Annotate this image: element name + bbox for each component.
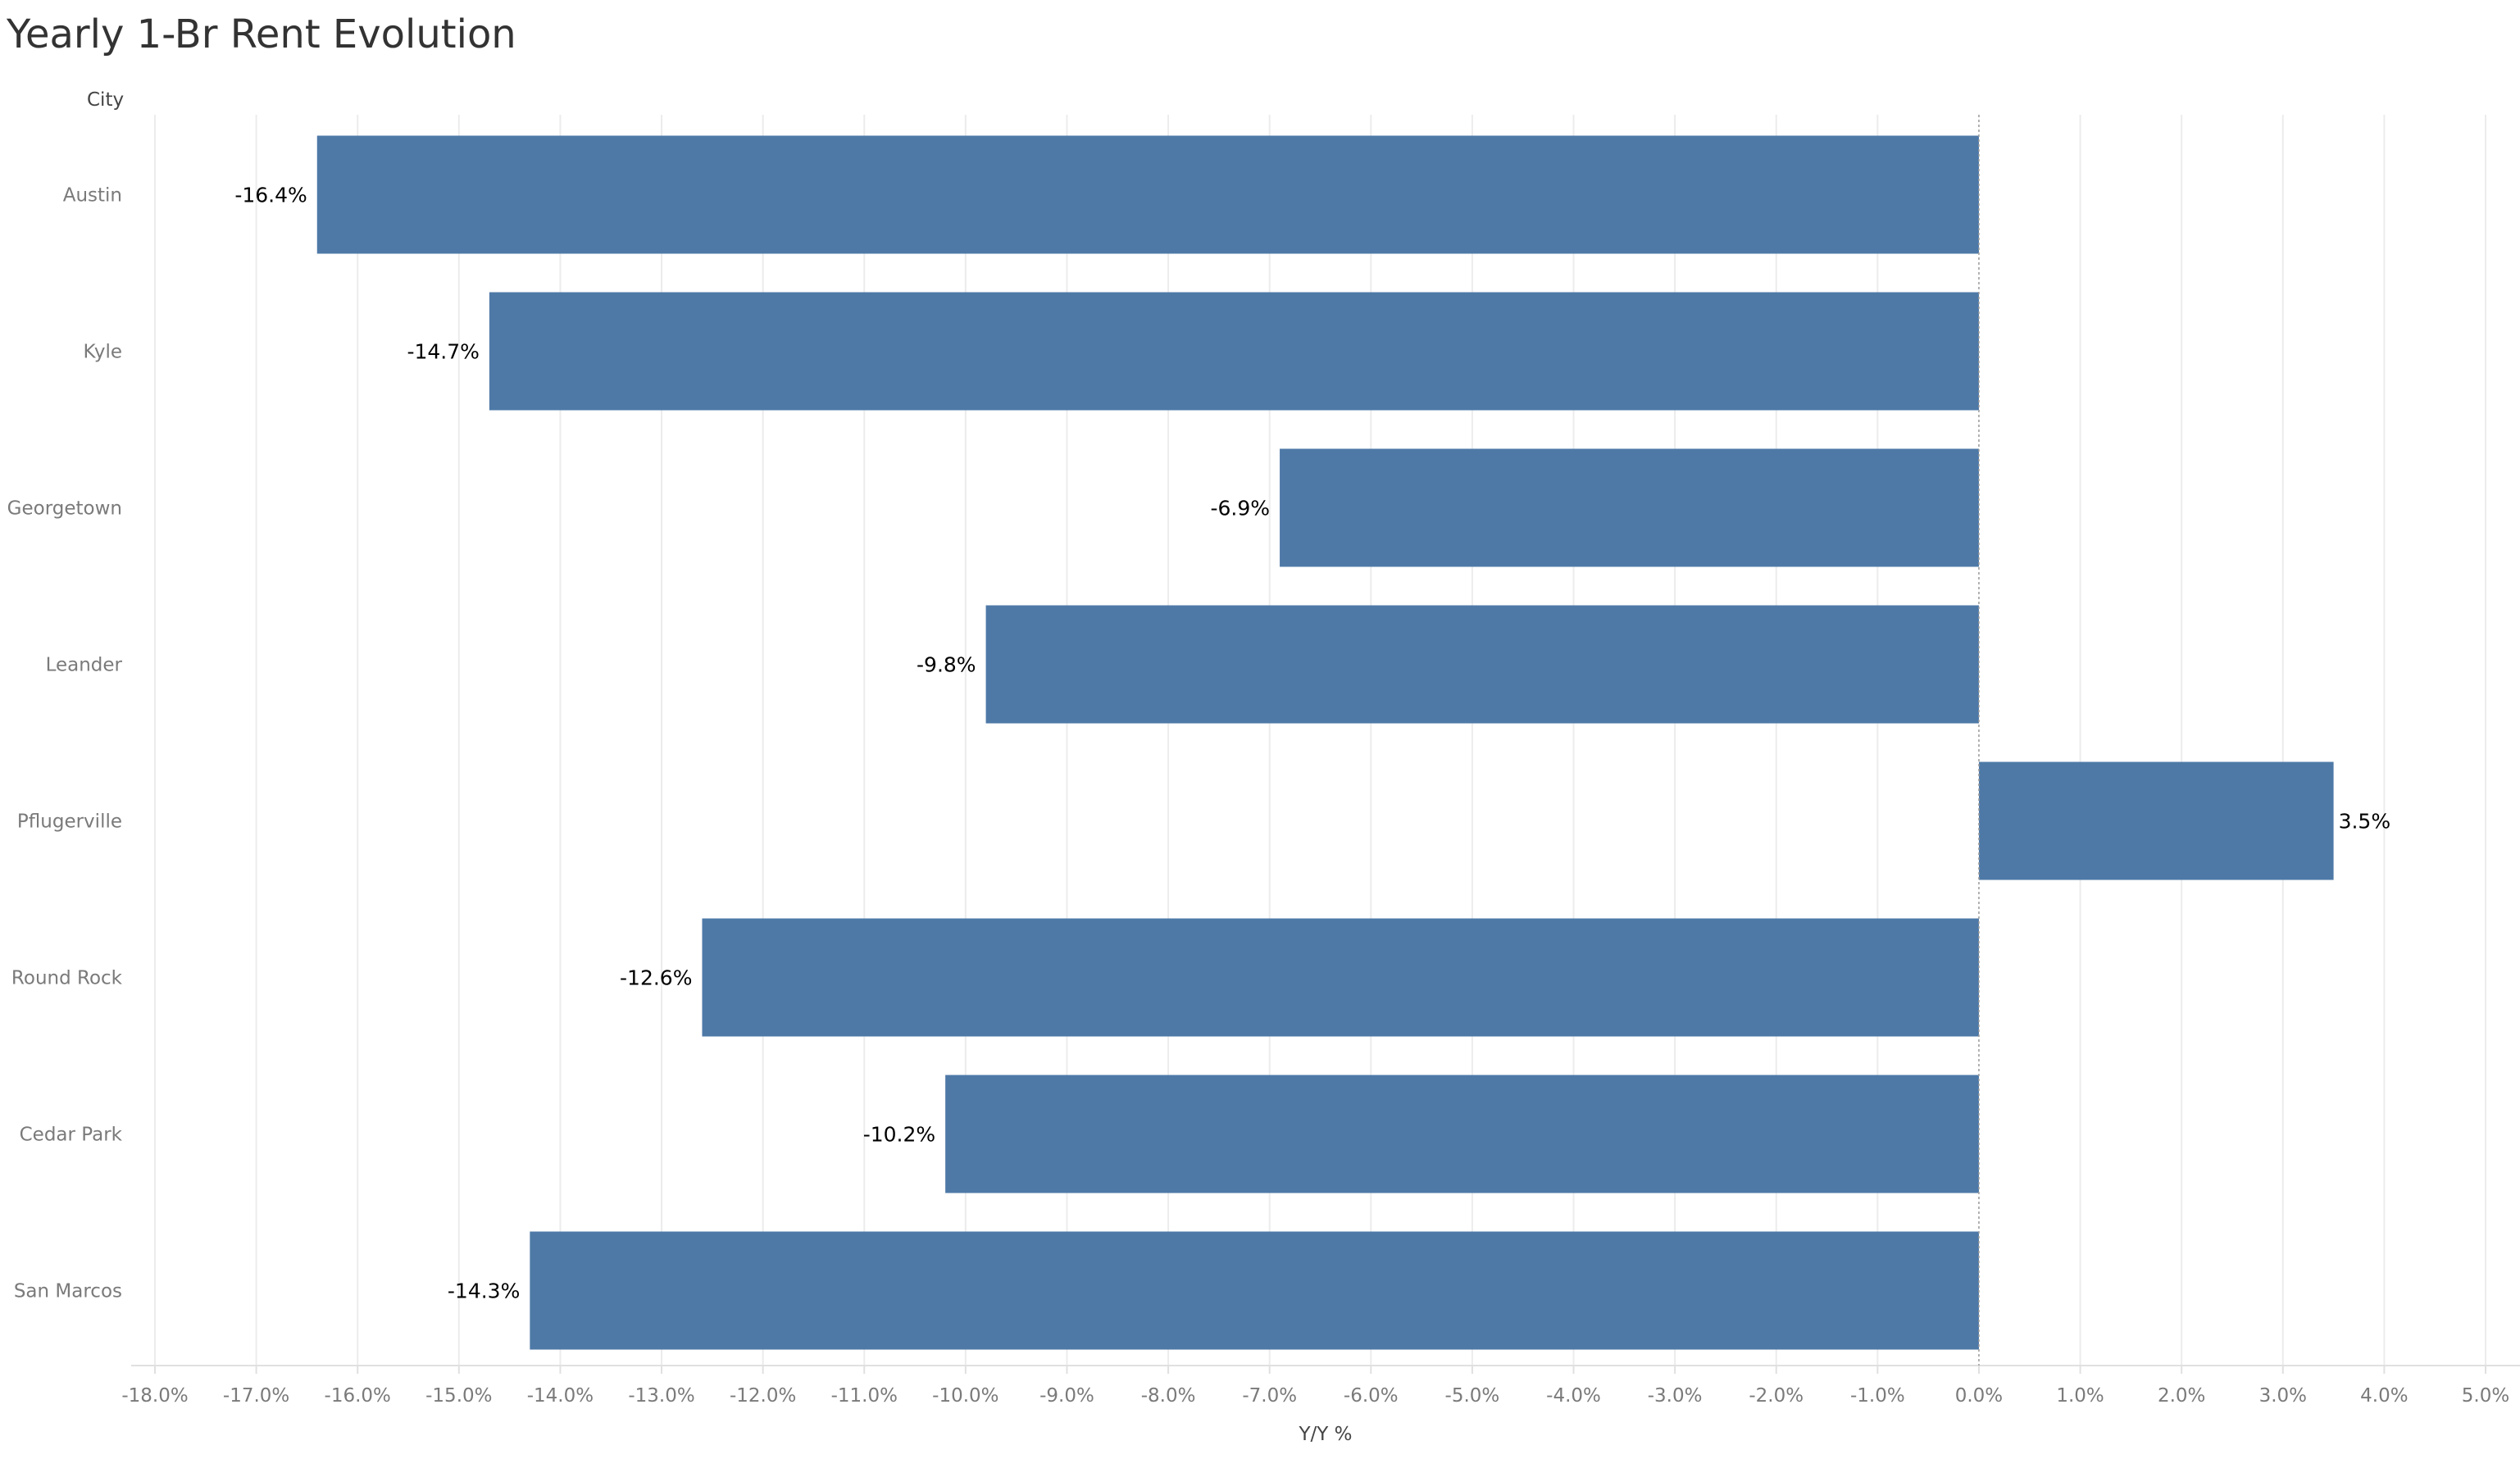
x-tick-label: -14.0% [527, 1385, 594, 1407]
x-tick-label: -9.0% [1039, 1385, 1094, 1407]
x-tick-label: -3.0% [1648, 1385, 1703, 1407]
x-tick-label: 3.0% [2259, 1385, 2307, 1407]
category-label: Pflugerville [17, 811, 122, 833]
category-label: Georgetown [7, 498, 122, 520]
row-header: City [87, 89, 124, 111]
bar-cedar-park [945, 1075, 1979, 1193]
x-tick-label: 2.0% [2158, 1385, 2205, 1407]
category-label: Round Rock [11, 968, 123, 989]
category-label: San Marcos [14, 1281, 122, 1302]
category-label: Leander [46, 655, 123, 676]
x-tick-label: -16.0% [325, 1385, 391, 1407]
x-tick-label: 4.0% [2360, 1385, 2408, 1407]
x-tick-label: 1.0% [2056, 1385, 2104, 1407]
x-tick-label: -17.0% [223, 1385, 289, 1407]
x-tick-label: -2.0% [1749, 1385, 1804, 1407]
data-label: -9.8% [917, 653, 976, 677]
x-tick-label: 0.0% [1955, 1385, 2003, 1407]
x-tick-label: 5.0% [2462, 1385, 2509, 1407]
bar-kyle [489, 292, 1979, 411]
x-tick-label: -8.0% [1141, 1385, 1196, 1407]
x-tick-label: -13.0% [628, 1385, 694, 1407]
data-label: -10.2% [863, 1123, 935, 1147]
category-labels: Austin Kyle Georgetown Leander Pflugerville R… [7, 185, 123, 1302]
x-axis-ticks: -18.0% -17.0% -16.0% -15.0% -14.0% -13.0% -12.… [121, 1366, 2509, 1407]
data-label: -16.4% [234, 184, 307, 207]
bar-pflugerville [1978, 761, 2334, 880]
x-tick-label: -6.0% [1344, 1385, 1399, 1407]
chart-title: Yearly 1-Br Rent Evolution [7, 11, 516, 57]
category-label: Kyle [83, 342, 122, 363]
bar-austin [316, 135, 1979, 254]
bars [316, 115, 2334, 1366]
x-tick-label: -5.0% [1445, 1385, 1500, 1407]
x-tick-label: -7.0% [1242, 1385, 1297, 1407]
data-label: -6.9% [1211, 497, 1271, 520]
x-tick-label: -15.0% [425, 1385, 492, 1407]
bar-leander [985, 605, 1979, 724]
x-tick-label: -1.0% [1850, 1385, 1905, 1407]
x-tick-label: -10.0% [932, 1385, 998, 1407]
bar-round-rock [702, 918, 1979, 1037]
data-label: -14.3% [448, 1279, 520, 1303]
x-tick-label: -11.0% [831, 1385, 898, 1407]
data-labels: -16.4% -14.7% -6.9% -9.8% 3.5% -12.6% -10.2% -1… [234, 184, 2390, 1303]
x-axis-title: Y/Y % [1298, 1424, 1352, 1445]
x-tick-label: -12.0% [730, 1385, 796, 1407]
bar-georgetown [1280, 448, 1979, 567]
category-label: Austin [63, 185, 122, 207]
data-label: -14.7% [407, 340, 479, 364]
data-label: 3.5% [2339, 810, 2391, 834]
bar-san-marcos [530, 1231, 1979, 1350]
x-tick-label: -4.0% [1546, 1385, 1601, 1407]
data-label: -12.6% [620, 966, 692, 990]
category-label: Cedar Park [20, 1125, 123, 1146]
x-tick-label: -18.0% [121, 1385, 188, 1407]
